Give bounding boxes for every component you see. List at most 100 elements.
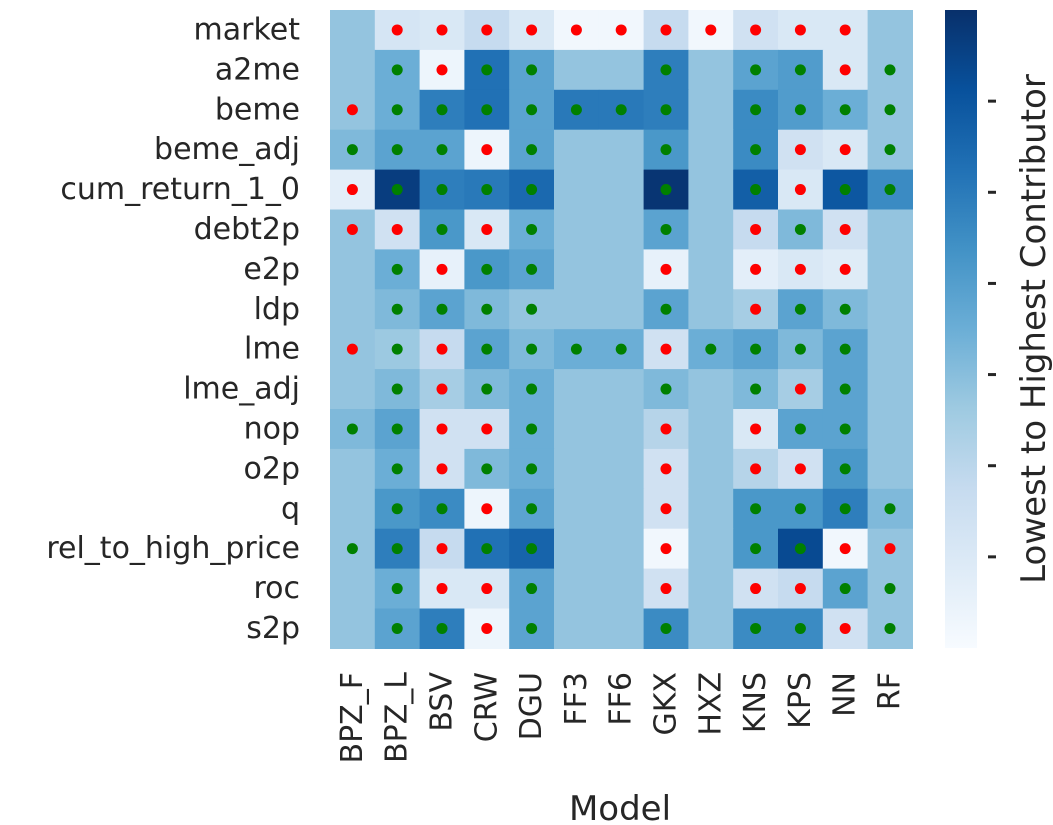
heatmap-marker — [839, 503, 851, 515]
heatmap-marker — [660, 24, 672, 36]
heatmap-cell — [598, 528, 645, 570]
heatmap-cell — [688, 448, 734, 490]
heatmap-cell — [688, 409, 734, 450]
heatmap-marker — [391, 622, 403, 634]
x-tick-label: HXZ — [693, 672, 728, 736]
heatmap-marker — [660, 503, 672, 515]
heatmap-marker — [436, 463, 448, 475]
heatmap-cell — [688, 249, 734, 290]
heatmap-marker — [794, 543, 806, 555]
heatmap-marker — [839, 423, 851, 435]
heatmap-cell — [688, 89, 734, 131]
heatmap-marker — [794, 104, 806, 116]
heatmap-cell — [554, 169, 600, 211]
heatmap-marker — [839, 144, 851, 156]
heatmap-cell — [330, 448, 376, 490]
heatmap-cell — [554, 409, 600, 450]
heatmap-marker — [660, 622, 672, 634]
heatmap-marker — [481, 303, 493, 315]
heatmap-marker — [794, 622, 806, 634]
heatmap-marker — [346, 104, 358, 116]
heatmap-marker — [391, 463, 403, 475]
y-tick-label: e2p — [243, 252, 300, 287]
heatmap-cell — [688, 49, 734, 91]
heatmap-cell — [554, 448, 600, 490]
heatmap-marker — [391, 423, 403, 435]
heatmap-marker — [436, 303, 448, 315]
heatmap-cell — [330, 608, 376, 649]
heatmap-marker — [884, 184, 896, 196]
y-tick-label: beme — [215, 92, 300, 127]
heatmap-marker — [481, 543, 493, 555]
heatmap-cell — [554, 289, 600, 330]
heatmap-marker — [526, 263, 538, 275]
heatmap-cell — [330, 369, 376, 410]
heatmap-cell — [598, 249, 645, 290]
heatmap-marker — [660, 104, 672, 116]
heatmap-marker — [660, 583, 672, 595]
y-tick-label: lme_adj — [183, 372, 300, 407]
y-tick-label: beme_adj — [154, 132, 300, 167]
heatmap-marker — [481, 223, 493, 235]
heatmap-marker — [794, 423, 806, 435]
y-tick-label: debt2p — [194, 212, 300, 247]
heatmap-marker — [839, 104, 851, 116]
heatmap-marker — [526, 184, 538, 196]
heatmap-marker — [391, 223, 403, 235]
x-tick-label: KNS — [738, 672, 773, 733]
heatmap-cell — [688, 488, 734, 530]
heatmap-marker — [436, 104, 448, 116]
heatmap-marker — [839, 263, 851, 275]
heatmap-marker — [705, 24, 717, 36]
heatmap-marker — [750, 64, 762, 76]
heatmap-marker — [750, 543, 762, 555]
heatmap-marker — [750, 622, 762, 634]
heatmap-marker — [794, 223, 806, 235]
heatmap-cell — [330, 10, 376, 51]
heatmap-marker — [526, 223, 538, 235]
heatmap-marker — [794, 64, 806, 76]
y-tick-label: cum_return_1_0 — [60, 172, 300, 207]
x-tick-label: RF — [873, 672, 908, 710]
heatmap-marker — [526, 543, 538, 555]
heatmap-marker — [660, 303, 672, 315]
heatmap-cell — [867, 10, 913, 51]
heatmap-marker — [391, 263, 403, 275]
heatmap-cell — [330, 249, 376, 290]
heatmap-marker — [884, 543, 896, 555]
heatmap-cell — [330, 568, 376, 610]
heatmap-marker — [750, 263, 762, 275]
heatmap-marker — [481, 503, 493, 515]
heatmap-marker — [526, 343, 538, 355]
heatmap-cell — [554, 249, 600, 290]
heatmap-marker — [391, 343, 403, 355]
heatmap-cell — [598, 448, 645, 490]
heatmap-marker — [436, 144, 448, 156]
heatmap-marker — [615, 104, 627, 116]
heatmap-marker — [391, 104, 403, 116]
colorbar-ticks — [988, 99, 996, 559]
heatmap-cell — [867, 249, 913, 290]
heatmap-marker — [346, 184, 358, 196]
heatmap-marker — [660, 223, 672, 235]
heatmap-cell — [598, 289, 645, 330]
heatmap-cell — [554, 568, 600, 610]
heatmap-marker — [750, 104, 762, 116]
heatmap-marker — [705, 343, 717, 355]
heatmap-marker — [884, 583, 896, 595]
x-tick-label: BPZ_F — [335, 672, 370, 763]
heatmap-marker — [391, 383, 403, 395]
heatmap-marker — [884, 144, 896, 156]
heatmap-marker — [526, 622, 538, 634]
x-tick-label: GKX — [649, 672, 684, 735]
heatmap-marker — [750, 184, 762, 196]
heatmap-marker — [436, 64, 448, 76]
heatmap-marker — [839, 303, 851, 315]
heatmap-cell — [867, 369, 913, 410]
y-tick-label: lme — [244, 332, 300, 367]
heatmap-marker — [526, 423, 538, 435]
y-tick-label: o2p — [244, 451, 300, 486]
heatmap-marker — [346, 423, 358, 435]
heatmap-marker — [436, 543, 448, 555]
heatmap-marker — [391, 303, 403, 315]
